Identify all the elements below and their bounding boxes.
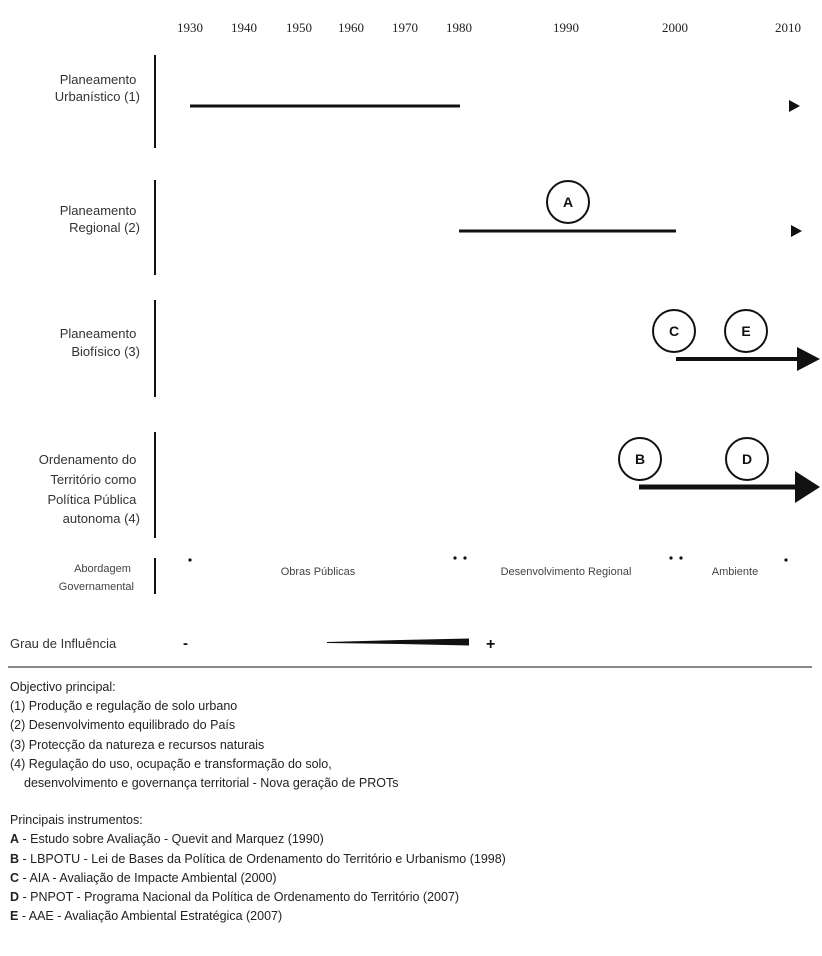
milestone-c: C [652, 309, 696, 353]
instrument-item: E - AAE - Avaliação Ambiental Estratégic… [10, 907, 810, 926]
svg-text:C: C [669, 323, 679, 339]
objective-item: (1) Produção e regulação de solo urbano [10, 699, 238, 714]
instrument-item: C - AIA - Avaliação de Impacte Ambiental… [10, 869, 810, 888]
svg-text:B: B [635, 451, 645, 467]
instrument-text: - Estudo sobre Avaliação - Quevit and Ma… [19, 832, 324, 847]
objective-continuation: desenvolvimento e governança territorial… [24, 776, 399, 791]
instrument-key: A [10, 832, 20, 847]
instruments-title: Principais instrumentos: [10, 813, 143, 828]
period-label: Obras Públicas [281, 566, 356, 578]
arrow-icon [797, 347, 820, 371]
year-label: 1980 [446, 20, 472, 35]
milestone-d: D [725, 437, 769, 481]
influence-plus: + [486, 636, 495, 653]
year-label: 1990 [553, 20, 579, 35]
instrument-key: E [10, 909, 19, 924]
milestone-e: E [724, 309, 768, 353]
row-urban-planning: Planeamento Urbanístico (1) [55, 55, 800, 148]
objective-item: (2) Desenvolvimento equilibrado do País [10, 718, 236, 733]
row-label: Planeamento Regional (2) [60, 203, 140, 235]
instrument-key: B [10, 851, 20, 866]
period-markers [188, 556, 788, 562]
instrument-item: B - LBPOTU - Lei de Bases da Política de… [10, 850, 810, 869]
instrument-text: - AAE - Avaliação Ambiental Estratégica … [18, 909, 283, 924]
year-label: 2000 [662, 20, 688, 35]
year-label: 1950 [286, 20, 312, 35]
svg-text:A: A [563, 194, 573, 210]
legend: Objectivo principal: (1) Produção e regu… [10, 678, 810, 926]
period-label: Desenvolvimento Regional [501, 566, 632, 578]
arrow-icon [795, 471, 820, 503]
influence-label: Grau de Influência [10, 636, 117, 651]
instrument-text: - PNPOT - Programa Nacional da Política … [19, 890, 460, 905]
instrument-item: A - Estudo sobre Avaliação - Quevit and … [10, 830, 810, 849]
row-territorial-planning: Ordenamento do Território como Política … [39, 432, 820, 538]
milestone-b: B [618, 437, 662, 481]
year-label: 1960 [338, 20, 364, 35]
continuation-arrow-icon [791, 225, 802, 237]
continuation-arrow-icon [789, 100, 800, 112]
row-regional-planning: Planeamento Regional (2) A [60, 180, 802, 275]
instrument-text: - LBPOTU - Lei de Bases da Política de O… [19, 851, 506, 866]
year-label: 2010 [775, 20, 801, 35]
year-label: 1940 [231, 20, 257, 35]
objective-item: (4) Regulação do uso, ocupação e transfo… [10, 756, 332, 771]
objectives-title: Objectivo principal: [10, 680, 116, 694]
svg-text:D: D [742, 451, 752, 467]
objective-item: (3) Protecção da natureza e recursos nat… [10, 737, 265, 752]
milestone-a: A [546, 180, 590, 224]
row-biophysical-planning: Planeamento Biofísico (3) C E [60, 300, 820, 397]
svg-text:E: E [741, 323, 750, 339]
year-label: 1970 [392, 20, 418, 35]
influence-scale: Grau de Influência - + [10, 635, 495, 653]
influence-wedge [327, 638, 469, 646]
instrument-item: D - PNPOT - Programa Nacional da Polític… [10, 888, 810, 907]
year-axis: 1930 1940 1950 1960 1970 1980 1990 2000 … [177, 20, 801, 35]
timeline-diagram: 1930 1940 1950 1960 1970 1980 1990 2000 … [8, 20, 820, 668]
influence-minus: - [183, 635, 188, 652]
instrument-text: - AIA - Avaliação de Impacte Ambiental (… [19, 870, 277, 885]
row-governance: Abordagem Governamental Obras Públicas D… [59, 556, 788, 594]
instrument-key: D [10, 890, 20, 905]
row-label: Ordenamento do Território como Política … [39, 452, 140, 526]
instrument-key: C [10, 870, 20, 885]
year-label: 1930 [177, 20, 203, 35]
period-label: Ambiente [712, 566, 758, 578]
row-label: Planeamento Biofísico (3) [60, 326, 140, 359]
row-label: Abordagem Governamental [59, 563, 134, 593]
row-label: Planeamento Urbanístico (1) [55, 72, 140, 104]
